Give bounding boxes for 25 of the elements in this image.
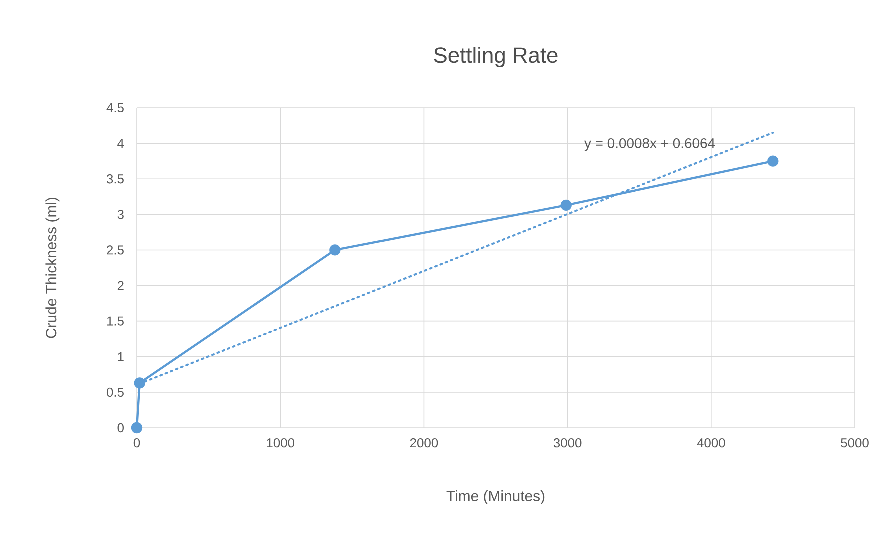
x-tick-label: 3000 <box>554 438 582 448</box>
point <box>330 244 341 256</box>
chart-title: Settling Rate <box>434 47 558 68</box>
y-tick-label: 3 <box>118 210 124 220</box>
y-tick-label: 1 <box>118 352 124 362</box>
x-tick-label: 0 <box>134 438 140 448</box>
point <box>134 378 146 389</box>
x-tick-label: 5000 <box>841 438 869 448</box>
y-tick-label: 4 <box>118 139 124 148</box>
point <box>768 156 779 167</box>
y-tick-label: 0.5 <box>106 388 124 398</box>
y-axis-title: Crude Thickness (ml) <box>46 198 60 338</box>
x-tick-label: 2000 <box>410 438 438 448</box>
annotation: y = 0.0008x + 0.6064 <box>584 138 716 152</box>
y-tick-label: 0 <box>118 423 124 433</box>
y-tick-label: 1.5 <box>107 316 124 326</box>
y-tick-label: 4.5 <box>106 103 124 113</box>
x-axis-title: Time (Minutes) <box>446 490 545 504</box>
point <box>131 422 143 434</box>
x-tick-label: 4000 <box>697 438 726 448</box>
y-tick-label: 2.5 <box>107 246 124 255</box>
x-tick-label: 1000 <box>267 438 294 448</box>
y-tick-label: 3.5 <box>106 174 124 184</box>
y-tick-label: 2 <box>118 281 124 290</box>
point <box>560 200 572 211</box>
